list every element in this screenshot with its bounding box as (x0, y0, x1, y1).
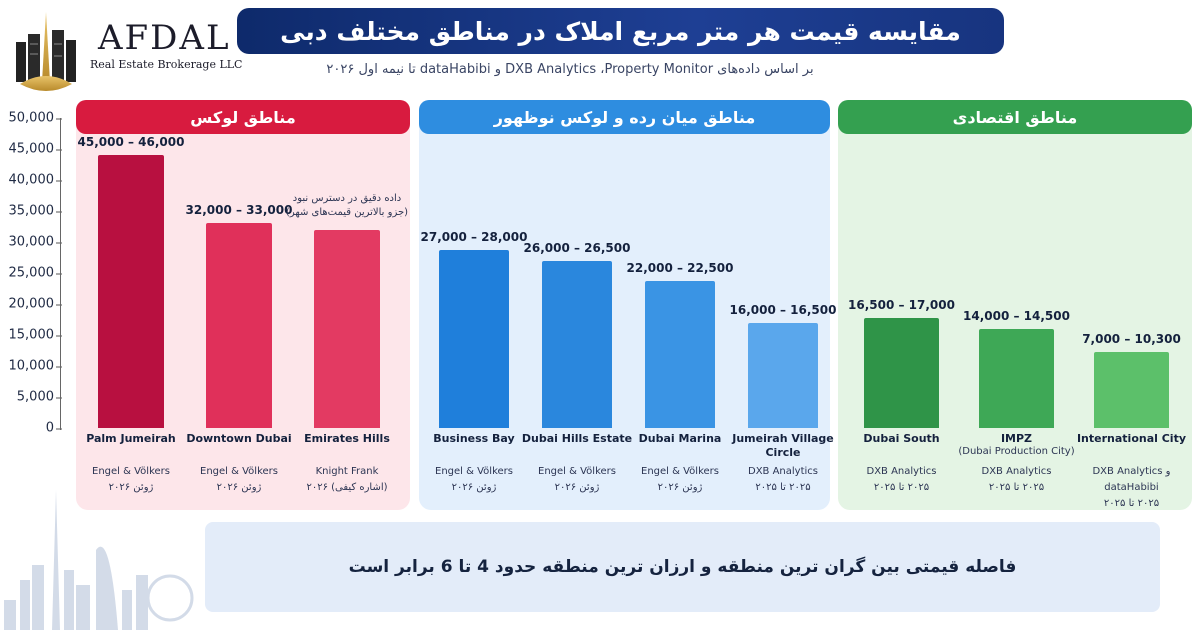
y-tick-label: 40,000 (8, 172, 62, 188)
y-tick-label: 35,000 (8, 203, 62, 219)
y-tick-label: 15,000 (8, 327, 62, 343)
source-label: DXB Analytics ۲۰۲۵ تا ۲۰۲۵ (952, 464, 1082, 496)
group-panel: مناطق اقتصادی 16,500 – 17,000 Dubai South D… (838, 100, 1192, 510)
chart-title: مقایسه قیمت هر متر مربع املاک در مناطق م… (237, 8, 1004, 54)
y-tick-label: 20,000 (8, 296, 62, 312)
bar (748, 322, 818, 428)
y-axis-line (60, 118, 61, 430)
afdal-logo (16, 12, 76, 91)
source-label: Engel & Völkers ژوئن ۲۰۲۶ (174, 464, 304, 496)
source-date: ژوئن ۲۰۲۶ (451, 482, 497, 493)
category-label: Business Bay (433, 432, 515, 445)
source-date: (اشاره کیفی) ۲۰۲۶ (306, 482, 388, 493)
source-name: Engel & Völkers (538, 466, 616, 477)
source-label: Engel & Völkers ژوئن ۲۰۲۶ (409, 464, 539, 496)
source-date: ۲۰۲۵ تا ۲۰۲۵ (1103, 498, 1160, 509)
bar (1094, 351, 1169, 428)
source-date: ۲۰۲۵ تا ۲۰۲۵ (873, 482, 930, 493)
group-title: مناطق میان رده و لوکس نوظهور (419, 100, 830, 134)
y-tick-label: 45,000 (8, 141, 62, 157)
source-label: DXB Analytics ۲۰۲۵ تا ۲۰۲۵ (837, 464, 967, 496)
bar (206, 223, 272, 428)
y-tick-label: 10,000 (8, 358, 62, 374)
data-note: داده دقیق در دسترس نبود (جزو بالاترین قی… (285, 192, 409, 219)
category-label: Dubai South (863, 432, 940, 445)
bar (542, 260, 612, 428)
category-label: Emirates Hills (304, 432, 390, 445)
category-label: Jumeirah Village Circle (732, 432, 834, 460)
category-label: Dubai Hills Estate (521, 432, 633, 445)
source-name: Engel & Völkers (200, 466, 278, 477)
y-tick-label: 5,000 (16, 389, 63, 405)
category-label: Downtown Dubai (186, 432, 292, 445)
source-date: ژوئن ۲۰۲۶ (554, 482, 600, 493)
source-date: ۲۰۲۵ تا ۲۰۲۵ (988, 482, 1045, 493)
category-label: Palm Jumeirah (86, 432, 176, 445)
source-date: ژوئن ۲۰۲۶ (216, 482, 262, 493)
dubai-skyline-illustration (4, 490, 194, 630)
source-name: Engel & Völkers (641, 466, 719, 477)
source-name: DXB Analytics (866, 466, 937, 477)
source-date: ژوئن ۲۰۲۶ (657, 482, 703, 493)
category-label: Dubai Marina (638, 432, 722, 445)
bar (439, 250, 509, 428)
source-date: ژوئن ۲۰۲۶ (108, 482, 154, 493)
bar (314, 229, 380, 428)
source-label: Engel & Völkers ژوئن ۲۰۲۶ (512, 464, 642, 496)
category-label: IMPZ (1000, 432, 1033, 445)
y-tick-label: 0 (45, 420, 63, 436)
source-name: DXB Analytics و dataHabibi (1092, 466, 1171, 493)
source-label: DXB Analytics و dataHabibi ۲۰۲۵ تا ۲۰۲۵ (1067, 464, 1197, 512)
source-name: Knight Frank (315, 466, 379, 477)
summary-note: فاصله قیمتی بین گران ترین منطقه و ارزان … (205, 522, 1160, 612)
data-label: 7,000 – 10,300 (1082, 331, 1181, 346)
y-axis: 50,000 45,000 40,000 35,000 30,000 25,000 20,0… (0, 110, 63, 440)
data-label: 32,000 – 33,000 (185, 203, 293, 218)
group-panel: مناطق لوکس 45,000 – 46,000 Palm Jumeirah En… (76, 100, 410, 510)
source-date: ۲۰۲۵ تا ۲۰۲۵ (755, 482, 811, 493)
bar (98, 155, 164, 428)
data-label: 14,000 – 14,500 (963, 308, 1070, 323)
source-name: DXB Analytics (748, 466, 818, 477)
source-name: Engel & Völkers (92, 466, 170, 477)
bar (645, 281, 715, 428)
source-name: DXB Analytics (981, 466, 1052, 477)
source-name: Engel & Völkers (435, 466, 513, 477)
y-tick-label: 30,000 (8, 234, 62, 250)
source-label: Engel & Völkers ژوئن ۲۰۲۶ (66, 464, 196, 496)
bar (864, 318, 939, 428)
y-tick-label: 25,000 (8, 265, 62, 281)
group-title: مناطق اقتصادی (838, 100, 1192, 134)
data-label: 16,500 – 17,000 (848, 298, 955, 313)
group-panel: مناطق میان رده و لوکس نوظهور 27,000 – 28,… (419, 100, 836, 510)
group-title: مناطق لوکس (76, 100, 410, 134)
bar (979, 328, 1054, 428)
data-label: 45,000 – 46,000 (77, 135, 185, 150)
source-label: DXB Analytics ۲۰۲۵ تا ۲۰۲۵ (718, 464, 848, 496)
chart-subtitle: بر اساس داده‌های DXB Analytics ،Property… (326, 62, 814, 77)
source-label: Engel & Völkers ژوئن ۲۰۲۶ (615, 464, 745, 496)
data-label: 27,000 – 28,000 (420, 230, 528, 245)
y-tick-label: 50,000 (8, 110, 62, 126)
data-label: 22,000 – 22,500 (626, 261, 734, 276)
source-label: Knight Frank (اشاره کیفی) ۲۰۲۶ (282, 464, 412, 496)
brand-name: AFDAL (98, 18, 231, 58)
category-sublabel: (Dubai Production City) (958, 446, 1075, 457)
data-label: 26,000 – 26,500 (523, 240, 631, 255)
brand-subtitle: Real Estate Brokerage LLC (90, 58, 243, 71)
category-label: International City (1076, 432, 1187, 445)
data-label: 16,000 – 16,500 (729, 302, 837, 317)
